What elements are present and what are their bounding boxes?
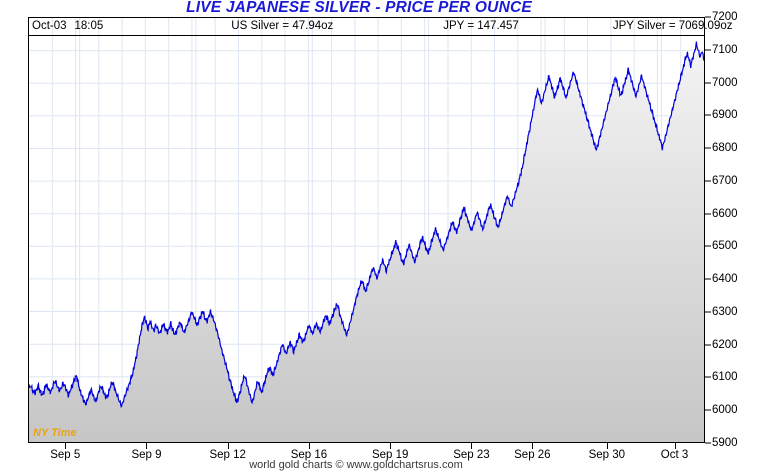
x-axis-tick-label: Sep 5: [50, 449, 81, 461]
x-axis-tick-mark: [65, 443, 67, 449]
y-axis-tick-label: 6900: [712, 109, 738, 122]
price-line: [29, 41, 704, 409]
y-axis-tick-label: 6000: [712, 404, 738, 417]
y-axis-tick-label: 6500: [712, 240, 738, 253]
info-time: 18:05: [74, 20, 104, 32]
y-axis-tick-mark: [705, 442, 711, 444]
y-axis-tick-label: 7000: [712, 76, 738, 89]
y-axis-tick-mark: [705, 213, 711, 215]
y-axis-tick-label: 6100: [712, 371, 738, 384]
x-axis-tick-mark: [146, 443, 148, 449]
x-axis-tick-label: Sep 19: [371, 449, 409, 461]
x-axis-tick-label: Oct 3: [660, 449, 689, 461]
x-axis-tick-mark: [390, 443, 392, 449]
info-date: Oct-03: [32, 20, 67, 32]
y-axis-tick-label: 6700: [712, 174, 738, 187]
price-series: [29, 41, 704, 442]
x-axis-tick-label: Sep 12: [209, 449, 246, 461]
plot-area: [28, 17, 705, 443]
area-fill: [29, 41, 704, 442]
x-axis-tick-mark: [227, 443, 229, 449]
y-axis-tick-mark: [705, 147, 711, 149]
info-us-silver: US Silver = 47.94oz: [231, 20, 334, 32]
y-axis-tick-mark: [705, 180, 711, 182]
x-axis-tick-mark: [674, 443, 676, 449]
y-axis-tick-label: 7100: [712, 43, 738, 56]
y-axis-tick-mark: [705, 114, 711, 116]
y-axis-tick-mark: [705, 344, 711, 346]
y-axis-tick-label: 6800: [712, 142, 738, 155]
timezone-label: NY Time: [33, 427, 77, 439]
y-axis-tick-label: 6600: [712, 207, 738, 220]
info-jpy-rate: JPY = 147.457: [443, 20, 519, 32]
y-axis-tick-label: 6400: [712, 273, 738, 286]
x-axis-tick-mark: [308, 443, 310, 449]
y-axis-tick-mark: [705, 376, 711, 378]
x-axis-tick-label: Sep 16: [290, 449, 328, 461]
y-axis-tick-mark: [705, 82, 711, 84]
y-axis-tick-mark: [705, 278, 711, 280]
footer-credit: world gold charts © www.goldchartsrus.co…: [249, 459, 463, 471]
y-axis-tick-mark: [705, 245, 711, 247]
x-axis-tick-mark: [532, 443, 534, 449]
x-axis-tick-label: Sep 9: [131, 449, 162, 461]
info-jpy-silver: JPY Silver = 7069.09oz: [612, 20, 733, 32]
y-axis-tick-label: 5900: [712, 437, 738, 449]
y-axis-tick-label: 6300: [712, 305, 738, 318]
x-axis-tick-mark: [606, 443, 608, 449]
y-axis-tick-mark: [705, 409, 711, 411]
x-axis-tick-label: Sep 23: [453, 449, 490, 461]
x-axis-tick-label: Sep 26: [514, 449, 551, 461]
info-bar: Oct-03 18:05 US Silver = 47.94oz JPY = 1…: [28, 17, 732, 36]
y-axis-tick-label: 6200: [712, 338, 738, 351]
x-axis-tick-label: Sep 30: [588, 449, 626, 461]
y-axis-tick-mark: [705, 49, 711, 51]
y-axis-tick-label: 7200: [712, 11, 738, 23]
x-axis-tick-mark: [471, 443, 473, 449]
y-axis-tick-mark: [705, 311, 711, 313]
page-title: LIVE JAPANESE SILVER - PRICE PER OUNCE: [186, 0, 532, 16]
y-axis-tick-mark: [705, 16, 711, 18]
